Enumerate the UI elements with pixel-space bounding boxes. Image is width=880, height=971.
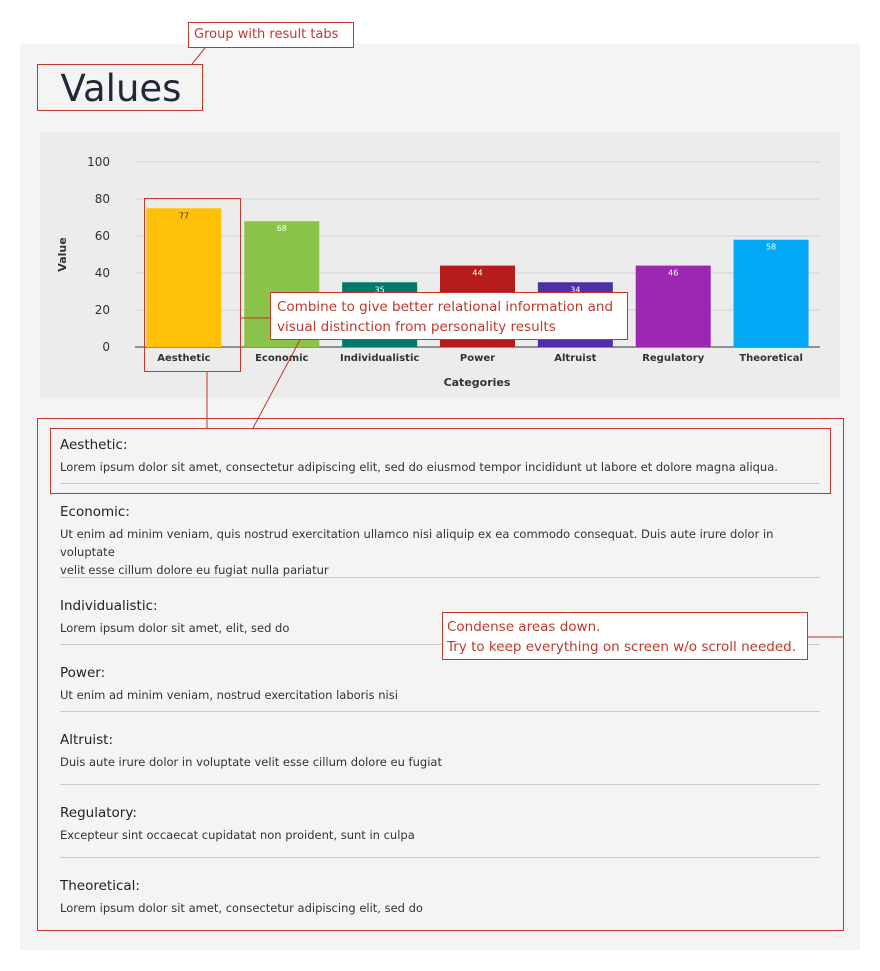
bar-regulatory	[635, 265, 711, 347]
description-theoretical: Theoretical: Lorem ipsum dolor sit amet,…	[60, 877, 820, 917]
divider	[60, 577, 820, 578]
description-text-line: velit esse cillum dolore eu fugiat nulla…	[60, 563, 329, 577]
description-text: Lorem ipsum dolor sit amet, consectetur …	[60, 901, 423, 915]
x-tick-label: Altruist	[554, 353, 596, 364]
description-title: Theoretical:	[60, 878, 140, 894]
y-tick-label: 40	[95, 266, 110, 280]
description-text: Lorem ipsum dolor sit amet, elit, sed do	[60, 621, 290, 635]
description-title: Altruist:	[60, 732, 114, 748]
annotation-note-line: Try to keep everything on screen w/o scr…	[447, 639, 796, 655]
y-tick-label: 60	[95, 229, 110, 243]
bar-value-label: 44	[472, 269, 482, 278]
bar-value-label: 68	[277, 224, 287, 233]
x-tick-label: Regulatory	[642, 353, 705, 364]
bar-value-label: 46	[668, 269, 678, 278]
descriptions-annotation-box	[37, 418, 844, 931]
divider	[60, 857, 820, 858]
bar-value-label: 58	[766, 243, 776, 252]
description-title: Economic:	[60, 504, 130, 520]
bar-value-label: 77	[179, 211, 189, 220]
x-tick-label: Aesthetic	[157, 353, 210, 364]
bar-aesthetic	[146, 208, 222, 347]
bar-value-label: 34	[570, 285, 580, 294]
description-text: Ut enim ad minim veniam, nostrud exercit…	[60, 688, 398, 702]
x-tick-label: Power	[460, 353, 495, 364]
description-aesthetic: Aesthetic: Lorem ipsum dolor sit amet, c…	[60, 436, 820, 476]
description-individualistic: Individualistic: Lorem ipsum dolor sit a…	[60, 597, 820, 637]
y-axis-label: Value	[56, 237, 69, 271]
bar-value-label: 35	[375, 285, 385, 294]
description-text-line: Ut enim ad minim veniam, quis nostrud ex…	[60, 527, 774, 559]
description-text: Excepteur sint occaecat cupidatat non pr…	[60, 828, 415, 842]
divider	[60, 711, 820, 712]
x-axis-label: Categories	[444, 376, 511, 389]
page-title: Values	[60, 67, 182, 110]
y-tick-label: 100	[87, 155, 110, 169]
annotation-note-group-tabs: Group with result tabs	[188, 22, 354, 48]
annotation-note-line: Condense areas down.	[447, 619, 601, 635]
x-tick-label: Individualistic	[340, 353, 419, 364]
aesthetic-description-annotation-box	[50, 428, 831, 494]
divider	[60, 644, 820, 645]
description-title: Power:	[60, 665, 106, 681]
aesthetic-bar-annotation-box	[144, 198, 241, 372]
description-title: Regulatory:	[60, 805, 137, 821]
bar-theoretical	[733, 239, 809, 347]
description-regulatory: Regulatory: Excepteur sint occaecat cupi…	[60, 804, 820, 844]
x-tick-label: Economic	[255, 353, 308, 364]
annotation-note-combine: Combine to give better relational inform…	[270, 292, 628, 340]
annotation-note-line: visual distinction from personality resu…	[277, 319, 556, 335]
description-text: Lorem ipsum dolor sit amet, consectetur …	[60, 460, 778, 474]
description-text: Ut enim ad minim veniam, quis nostrud ex…	[60, 525, 820, 579]
description-title: Aesthetic:	[60, 437, 128, 453]
title-annotation-box: Values	[37, 64, 203, 111]
description-title: Individualistic:	[60, 598, 158, 614]
description-text: Duis aute irure dolor in voluptate velit…	[60, 755, 442, 769]
annotation-note-condense: Condense areas down. Try to keep everyth…	[442, 612, 808, 660]
annotation-note-line: Combine to give better relational inform…	[277, 299, 614, 315]
description-altruist: Altruist: Duis aute irure dolor in volup…	[60, 731, 820, 771]
y-tick-label: 80	[95, 192, 110, 206]
y-tick-label: 20	[95, 303, 110, 317]
description-power: Power: Ut enim ad minim veniam, nostrud …	[60, 664, 820, 704]
x-tick-label: Theoretical	[739, 353, 803, 364]
description-economic: Economic: Ut enim ad minim veniam, quis …	[60, 503, 820, 579]
y-tick-label: 0	[102, 340, 110, 354]
divider	[60, 784, 820, 785]
divider	[60, 483, 820, 484]
